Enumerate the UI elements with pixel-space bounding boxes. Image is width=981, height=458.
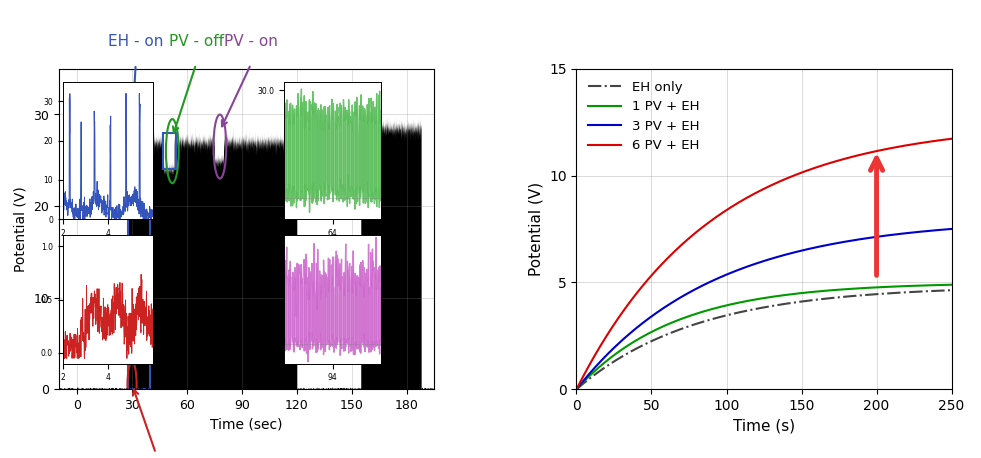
1 PV + EH xyxy=(590,367,601,373)
1 PV + EH xyxy=(935,282,947,288)
1 PV + EH xyxy=(753,296,765,302)
3 PV + EH xyxy=(935,227,947,233)
Bar xyxy=(129,124,150,389)
Line: 3 PV + EH: 3 PV + EH xyxy=(577,229,952,389)
EH only xyxy=(743,307,754,313)
Text: EH - on: EH - on xyxy=(108,34,164,49)
Bar xyxy=(163,133,176,169)
Line: 6 PV + EH: 6 PV + EH xyxy=(577,139,952,389)
EH only xyxy=(753,305,765,311)
6 PV + EH xyxy=(935,137,947,143)
Legend: EH only, 1 PV + EH, 3 PV + EH, 6 PV + EH: EH only, 1 PV + EH, 3 PV + EH, 6 PV + EH xyxy=(583,75,704,158)
Y-axis label: Potential (V): Potential (V) xyxy=(14,186,27,272)
Line: EH only: EH only xyxy=(577,290,952,389)
6 PV + EH xyxy=(866,149,878,155)
1 PV + EH xyxy=(743,298,754,303)
6 PV + EH xyxy=(753,189,765,194)
EH only xyxy=(866,292,878,297)
6 PV + EH xyxy=(590,351,601,357)
Line: 1 PV + EH: 1 PV + EH xyxy=(577,285,952,389)
1 PV + EH xyxy=(935,282,947,288)
3 PV + EH xyxy=(935,227,947,233)
6 PV + EH xyxy=(743,194,754,199)
EH only xyxy=(590,371,601,377)
EH only xyxy=(935,288,947,294)
EH only xyxy=(935,288,947,294)
3 PV + EH xyxy=(590,364,601,370)
1 PV + EH xyxy=(571,387,583,392)
Text: PV - off: PV - off xyxy=(169,34,224,49)
EH only xyxy=(946,288,957,293)
Y-axis label: Potential (V): Potential (V) xyxy=(529,182,543,276)
3 PV + EH xyxy=(866,235,878,240)
Text: PV - on: PV - on xyxy=(224,34,278,49)
EH only xyxy=(571,387,583,392)
3 PV + EH xyxy=(946,226,957,232)
1 PV + EH xyxy=(866,285,878,290)
3 PV + EH xyxy=(753,260,765,265)
6 PV + EH xyxy=(571,387,583,392)
6 PV + EH xyxy=(935,137,947,143)
3 PV + EH xyxy=(571,387,583,392)
X-axis label: Time (s): Time (s) xyxy=(733,419,795,434)
1 PV + EH xyxy=(946,282,957,288)
3 PV + EH xyxy=(743,263,754,269)
6 PV + EH xyxy=(946,136,957,142)
X-axis label: Time (sec): Time (sec) xyxy=(210,418,283,431)
